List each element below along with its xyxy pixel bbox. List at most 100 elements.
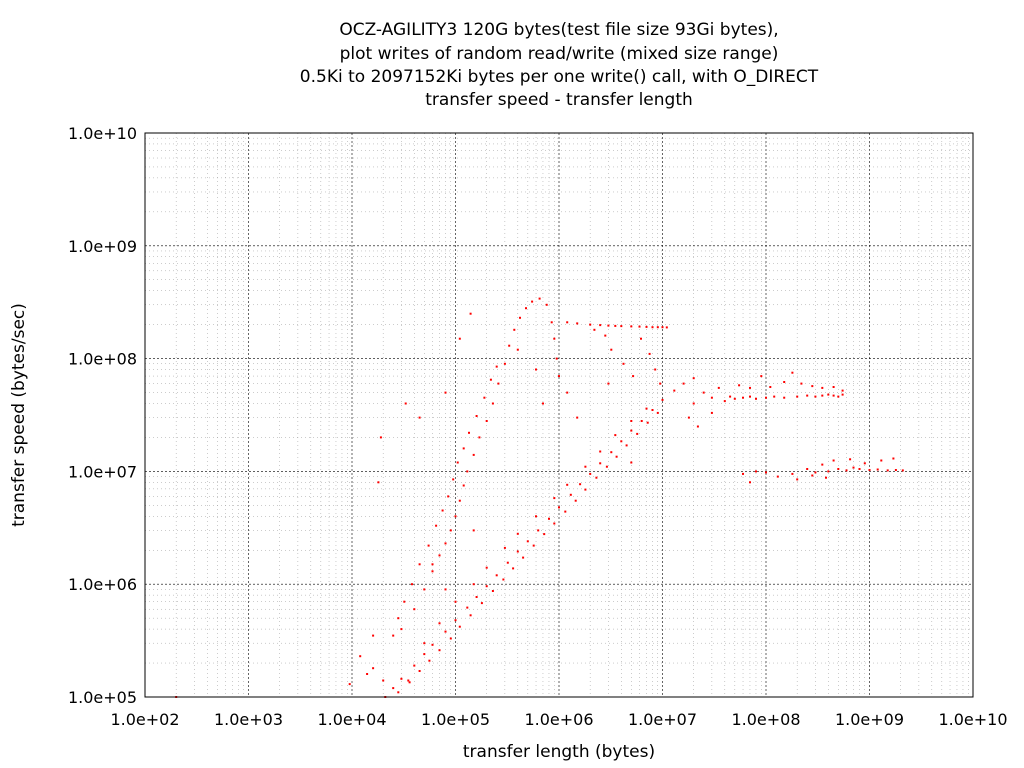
data-point (400, 628, 403, 631)
data-point (377, 481, 380, 484)
data-point (469, 614, 472, 617)
data-point (593, 328, 596, 331)
data-point (742, 396, 744, 399)
data-point (599, 462, 602, 465)
data-point (438, 649, 441, 652)
data-point (491, 402, 494, 405)
data-point (397, 617, 400, 620)
data-point (502, 578, 505, 581)
data-point (821, 394, 824, 397)
x-tick-label: 1.0e+07 (628, 710, 697, 729)
data-point (832, 394, 835, 397)
data-point (548, 517, 550, 520)
data-point (512, 567, 515, 570)
data-point (366, 673, 369, 675)
data-point (837, 468, 840, 470)
data-point (438, 554, 441, 557)
data-point (821, 386, 824, 389)
data-point (832, 386, 835, 388)
data-point (656, 326, 659, 329)
data-point (811, 474, 814, 477)
data-point (661, 398, 664, 401)
data-point (495, 574, 498, 577)
data-point (566, 391, 569, 394)
y-tick-label: 1.0e+08 (68, 350, 137, 369)
data-point (849, 458, 852, 461)
data-point (595, 476, 598, 479)
y-axis-label: transfer speed (bytes/sec) (9, 303, 29, 527)
data-point (630, 429, 633, 432)
data-point (441, 509, 444, 512)
data-point (584, 488, 587, 491)
data-point (806, 394, 809, 397)
data-point (749, 395, 751, 398)
data-point (659, 382, 662, 385)
data-point (411, 583, 413, 586)
data-point (497, 382, 500, 385)
data-point (599, 450, 602, 453)
data-points (175, 297, 904, 698)
data-point (710, 396, 713, 399)
data-point (901, 469, 904, 472)
data-point (408, 681, 411, 684)
data-point (566, 321, 569, 324)
data-point (845, 469, 848, 472)
data-point (651, 409, 654, 411)
data-point (516, 348, 519, 351)
data-point (564, 510, 567, 513)
data-point (444, 391, 447, 394)
data-point (379, 436, 382, 439)
data-point (431, 563, 434, 566)
data-point (589, 323, 592, 326)
data-point (423, 588, 426, 591)
data-point (811, 385, 814, 388)
data-point (483, 396, 486, 399)
data-point (458, 337, 461, 340)
data-point (640, 337, 642, 340)
plot-frame (144, 132, 974, 698)
data-point (427, 544, 430, 547)
data-point (645, 325, 648, 328)
data-point (599, 324, 602, 327)
data-point (489, 378, 492, 381)
y-tick-label: 1.0e+09 (68, 237, 137, 256)
data-point (614, 434, 617, 437)
data-point (620, 440, 623, 443)
data-point (876, 468, 879, 471)
data-point (630, 325, 633, 328)
data-point (858, 468, 861, 470)
data-point (359, 655, 362, 658)
data-point (821, 463, 824, 466)
data-point (749, 481, 751, 484)
x-tick-label: 1.0e+02 (110, 710, 179, 729)
data-point (640, 420, 643, 422)
data-point (665, 326, 668, 329)
data-point (418, 670, 421, 672)
data-point (682, 382, 685, 385)
data-point (428, 659, 431, 662)
data-point (607, 382, 610, 385)
data-point (472, 583, 475, 586)
data-point (553, 497, 556, 500)
data-point (475, 415, 478, 417)
data-point (692, 377, 695, 380)
chart-title-line-3: 0.5Ki to 2097152Ki bytes per one write()… (299, 67, 819, 87)
data-point (543, 533, 546, 536)
data-point (723, 400, 726, 403)
data-point (687, 416, 690, 419)
data-point (466, 470, 469, 473)
data-point (404, 402, 407, 405)
data-point (630, 420, 633, 422)
data-point (538, 297, 541, 300)
data-point (841, 389, 844, 392)
data-point (431, 570, 434, 573)
data-point (800, 382, 803, 385)
data-point (418, 416, 421, 419)
data-point (452, 478, 455, 481)
data-point (449, 529, 452, 532)
data-point (673, 389, 676, 392)
data-point (614, 324, 617, 327)
data-point (478, 436, 481, 439)
data-point (348, 683, 351, 686)
data-point (454, 619, 457, 622)
